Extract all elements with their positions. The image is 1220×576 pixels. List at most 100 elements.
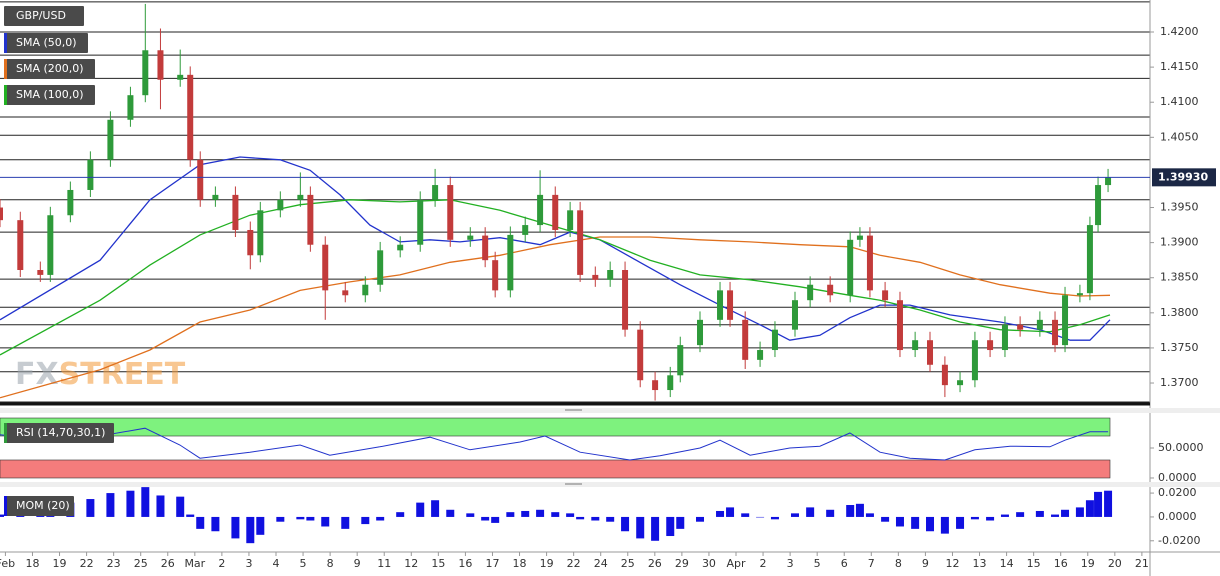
candle-body [397,244,404,251]
candle-body [971,340,978,381]
y-tick-label: 1.3750 [1160,341,1199,354]
momentum-bar [806,507,815,517]
y-tick-label: 0.0000 [1158,510,1197,523]
candle-body [307,194,314,245]
legend-box [4,423,114,443]
y-tick-label: 1.3900 [1160,236,1199,249]
momentum-bar [1016,512,1025,517]
splitter[interactable] [0,482,1220,487]
candle-body [37,270,44,275]
x-tick-label: 16 [1054,557,1068,570]
watermark: FXSTREET [15,357,186,392]
momentum-bar [1061,509,1070,517]
rsi-line [0,427,1109,461]
candle-body [467,235,474,240]
y-tick-label: 1.3850 [1160,271,1199,284]
candle-body [882,290,889,301]
y-tick-label: 50.0000 [1158,441,1204,454]
candle-body [377,250,384,285]
momentum-bar [156,495,165,517]
legend-swatch [4,423,7,443]
momentum-bar [940,516,949,534]
legend-box [4,33,88,53]
candle-body [807,284,814,301]
candle-body [912,340,919,351]
x-tick-label: 13 [973,557,987,570]
watermark-left: FX [15,357,59,392]
momentum-bar [466,513,475,517]
momentum-bar [865,513,874,517]
x-tick-label: 8 [327,557,334,570]
legend-label: MOM (20) [16,499,70,512]
x-tick-label: 12 [404,557,418,570]
momentum-bar [1094,491,1103,517]
candle-body [957,380,964,386]
candle-body [157,50,164,80]
candle-body [0,207,3,221]
candle-body [592,274,599,280]
candle-body [791,300,798,330]
momentum-bar [756,516,765,518]
y-tick-label: 0.0200 [1158,486,1197,499]
candle-body [697,319,704,346]
x-tick-label: 6 [841,557,848,570]
x-tick-label: 3 [787,557,794,570]
candle-body [866,235,873,291]
candle-body [417,199,424,245]
momentum-bar [716,510,725,517]
x-tick-label: 5 [814,557,821,570]
y-tick-label: 1.4150 [1160,60,1199,73]
x-tick-label: 30 [702,557,716,570]
momentum-bar [790,513,799,517]
splitter[interactable] [0,408,1220,413]
candle-body [47,215,54,275]
momentum-bar [321,516,330,527]
candle-body [637,329,644,381]
candle-body [622,270,629,330]
momentum-bar [361,516,370,525]
momentum-bar [576,516,585,520]
momentum-bar [106,493,115,517]
momentum-bar [636,516,645,539]
momentum-bar [276,516,285,522]
candle-body [1052,319,1059,346]
x-tick-label: 24 [594,557,608,570]
candle-body [552,194,559,230]
candle-body [1095,185,1102,226]
x-tick-label: 15 [1027,557,1041,570]
momentum-bar [551,512,560,517]
momentum-bar [536,509,545,517]
x-tick-label: 3 [245,557,252,570]
candle-body [87,159,94,190]
momentum-bar [446,509,455,517]
momentum-bar [211,516,220,532]
momentum-bar [246,516,255,544]
x-tick-label: 21 [1135,557,1149,570]
momentum-bar [895,516,904,527]
y-tick-label: 1.3700 [1160,376,1199,389]
momentum-bar [911,516,920,529]
momentum-bar [726,507,735,517]
momentum-bar [986,516,995,521]
momentum-bar [16,515,25,517]
momentum-bar [416,502,425,517]
candle-body [757,350,764,360]
momentum-bar [126,490,135,517]
momentum-bar [956,516,965,529]
momentum-bar [521,510,530,517]
momentum-bar [881,516,890,522]
momentum-bar [481,516,490,521]
candle-body [667,375,674,391]
candle-body [896,300,903,351]
y-tick-label: 1.3800 [1160,306,1199,319]
y-tick-label: -0.0200 [1158,534,1200,547]
candle-body [927,340,934,365]
indicator-line [0,199,1111,356]
x-tick-label: 18 [513,557,527,570]
candle-body [727,290,734,320]
momentum-bar [855,503,864,517]
legend-box [4,496,74,516]
momentum-bar [566,513,575,517]
y-tick-label: 1.4050 [1160,130,1199,143]
x-tick-label: 15 [431,557,445,570]
